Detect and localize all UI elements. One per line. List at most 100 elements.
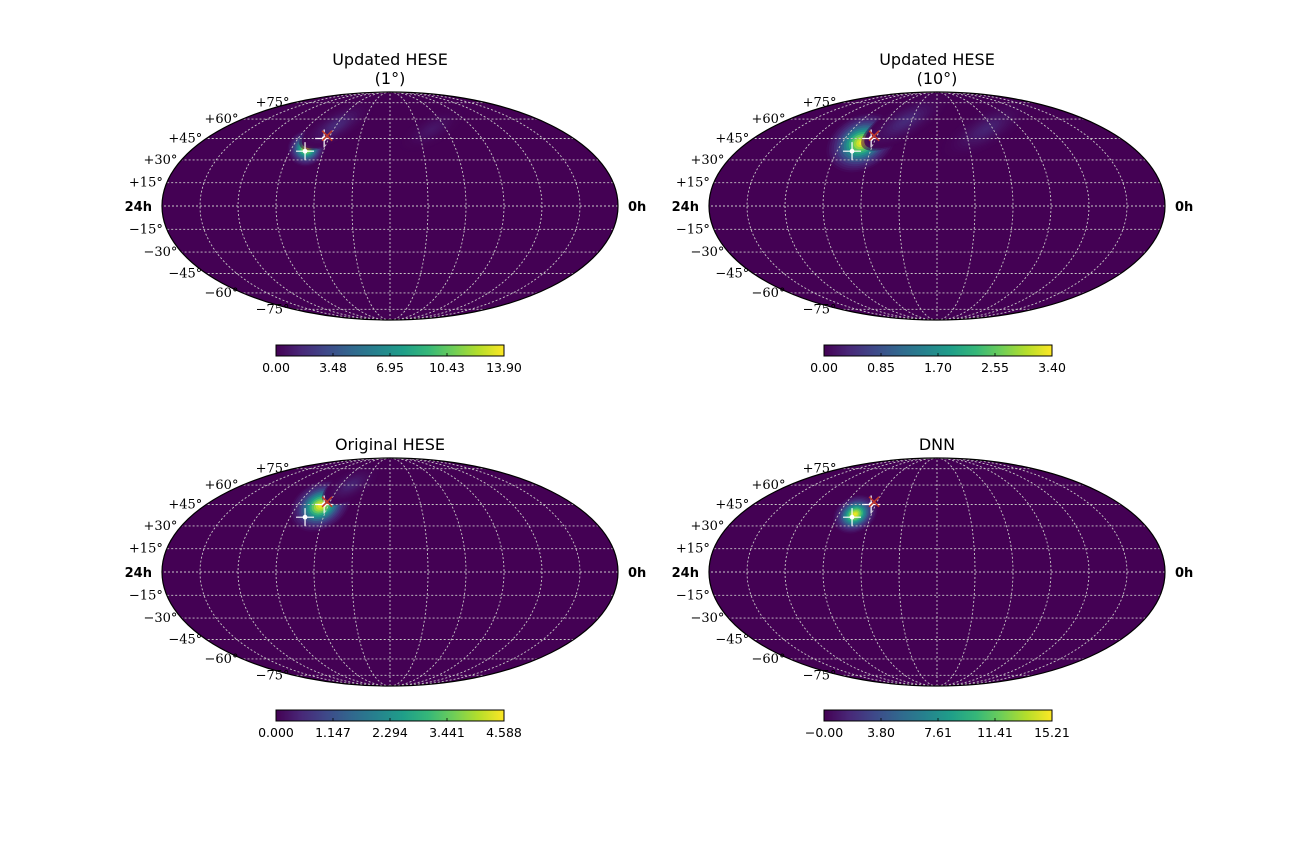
latitude-label: +30°	[691, 519, 725, 534]
ra-label-24h: 24h	[125, 200, 152, 215]
latitude-label: +15°	[676, 176, 710, 191]
colorbar: 0.00 3.48 6.95 10.43 13.90	[262, 344, 522, 375]
heat-contour	[348, 483, 353, 487]
colorbar-tick-label: 15.21	[1034, 725, 1070, 740]
latitude-label: −75°	[256, 302, 290, 317]
latitude-label: +30°	[144, 153, 178, 168]
ra-label-24h: 24h	[125, 566, 152, 581]
meridian-gridline	[275, 458, 391, 686]
meridian-gridline	[936, 458, 1052, 686]
latitude-label: −60°	[752, 286, 786, 301]
latitude-label: −60°	[205, 652, 239, 667]
colorbar-tick-label: 3.441	[429, 725, 465, 740]
latitude-label: +75°	[256, 96, 290, 111]
colorbar-tick-label: 2.55	[981, 360, 1009, 375]
latitude-label: −30°	[144, 245, 178, 260]
colorbar-tick-label: 2.294	[372, 725, 408, 740]
panel-title: Original HESE	[335, 435, 445, 454]
latitude-label: +60°	[205, 112, 239, 127]
colorbar-tick-label: 4.588	[486, 725, 522, 740]
meridian-gridline	[275, 92, 391, 320]
skymap: 24h 0h +75° +60°+45° +30° +15° −15° −30° −45°−60…	[125, 457, 646, 687]
skymap: 24h 0h +75° +60°+45° +30° +15° −15° −30° −45°−60…	[672, 91, 1193, 321]
latitude-label: +45°	[168, 498, 202, 513]
colorbar-tick-label: 0.00	[262, 360, 290, 375]
meridian-gridline	[822, 458, 938, 686]
latitude-label: +15°	[129, 542, 163, 557]
heat-contour	[901, 119, 909, 124]
latitude-label: +45°	[715, 132, 749, 147]
panel-updated-hese-10deg: Updated HESE (10°) 24h 0h +75° +60°+45° +30°…	[672, 50, 1194, 375]
latitude-label: +75°	[256, 462, 290, 477]
latitude-label: +45°	[715, 498, 749, 513]
latitude-label: −75°	[803, 668, 837, 683]
colorbar-tick-label: 3.80	[867, 725, 895, 740]
colorbar: 0.00 0.85 1.70 2.55 3.40	[810, 344, 1066, 375]
panel-original-hese: Original HESE 24h 0h +75° +60°+45° +30° +15° −…	[125, 435, 647, 740]
meridian-gridline	[936, 92, 1128, 320]
white-star-marker	[296, 508, 315, 527]
map-outline	[708, 457, 1166, 687]
latitude-label: −15°	[129, 588, 163, 603]
latitude-label: −30°	[691, 611, 725, 626]
latitude-label: +75°	[803, 462, 837, 477]
meridian-gridline	[936, 92, 1090, 320]
colorbar-tick-label: 3.48	[319, 360, 347, 375]
latitude-label: −60°	[752, 652, 786, 667]
meridian-gridline	[389, 92, 543, 320]
colorbar-tick-label: 3.40	[1038, 360, 1066, 375]
meridian-gridline	[936, 458, 1090, 686]
colorbar-tick-label: 13.90	[486, 360, 522, 375]
latitude-label: +60°	[752, 112, 786, 127]
meridian-gridline	[389, 458, 581, 686]
panel-dnn: DNN 24h 0h +75° +60°+45° +30° +15° −15° −30° −45…	[672, 435, 1194, 740]
red-x-marker	[321, 130, 333, 142]
panel-title: Updated HESE	[879, 50, 995, 69]
colorbar-tick-label: −0.00	[805, 725, 843, 740]
heat-contour	[333, 123, 339, 128]
latitude-label: −30°	[691, 245, 725, 260]
white-star-marker	[843, 142, 862, 161]
latitude-label: −15°	[129, 222, 163, 237]
heat-contour	[429, 127, 435, 131]
latitude-label: +60°	[752, 478, 786, 493]
heat-contour	[853, 512, 857, 516]
meridian-gridline	[199, 458, 391, 686]
map-outline	[161, 91, 619, 321]
latitude-label: −45°	[715, 632, 749, 647]
colorbar-tick-label: 1.70	[924, 360, 952, 375]
colorbar-tick-label: 6.95	[376, 360, 404, 375]
colorbar-tick-label: 0.000	[258, 725, 294, 740]
latitude-label: −75°	[803, 302, 837, 317]
ra-label-24h: 24h	[672, 200, 699, 215]
panel-subtitle: (10°)	[917, 69, 958, 88]
heat-contour	[982, 126, 990, 132]
ra-label-0h: 0h	[1175, 566, 1193, 581]
colorbar-tick-label: 11.41	[977, 725, 1013, 740]
ra-label-0h: 0h	[1175, 200, 1193, 215]
latitude-label: −45°	[168, 632, 202, 647]
ra-label-0h: 0h	[628, 566, 646, 581]
panel-title: DNN	[919, 435, 955, 454]
white-star-marker	[296, 142, 315, 161]
meridian-gridline	[389, 458, 543, 686]
colorbar: 0.000 1.147 2.294 3.441 4.588	[258, 709, 522, 740]
colorbar-tick-label: 7.61	[924, 725, 952, 740]
white-star-marker	[843, 508, 862, 527]
colorbar-tick-label: 1.147	[315, 725, 351, 740]
map-outline	[708, 91, 1166, 321]
latitude-label: −45°	[168, 266, 202, 281]
skymap: 24h 0h +75° +60°+45° +30° +15° −15° −30° −45°−60…	[125, 91, 646, 321]
red-x-marker	[868, 130, 880, 142]
skymap: 24h 0h +75° +60°+45° +30° +15° −15° −30° −45°−60…	[672, 457, 1193, 687]
meridian-gridline	[199, 92, 391, 320]
latitude-label: +45°	[168, 132, 202, 147]
latitude-label: +30°	[691, 153, 725, 168]
meridian-gridline	[936, 458, 1128, 686]
panel-updated-hese-1deg: Updated HESE (1°) 24h 0h +75° +60°+45° +30° +…	[125, 50, 647, 375]
latitude-label: +30°	[144, 519, 178, 534]
panel-title: Updated HESE	[332, 50, 448, 69]
meridian-gridline	[784, 458, 938, 686]
colorbar: −0.00 3.80 7.61 11.41 15.21	[805, 709, 1070, 740]
